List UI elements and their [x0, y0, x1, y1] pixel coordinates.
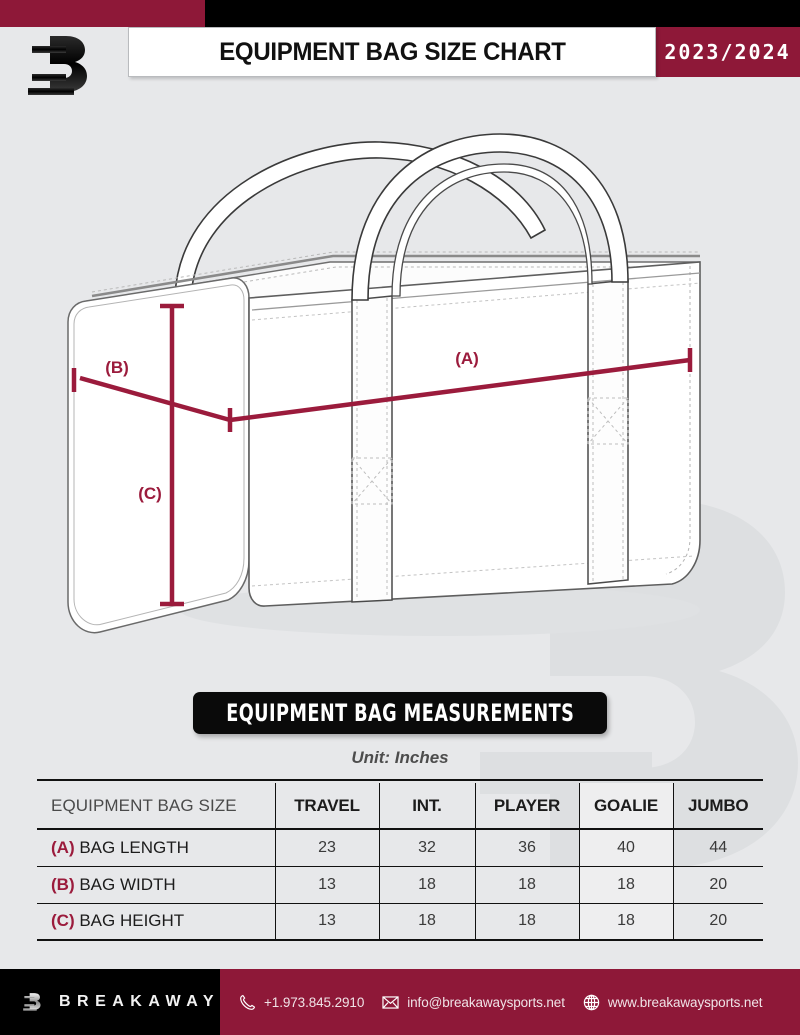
- row-label-bag-width: (B) BAG WIDTH: [37, 866, 275, 904]
- cell-height-int: 18: [378, 903, 475, 941]
- row-key-b: (B): [51, 874, 75, 894]
- cell-height-player: 18: [474, 903, 579, 941]
- contact-phone-text: +1.973.845.2910: [264, 994, 365, 1010]
- cell-width-jumbo: 20: [672, 866, 763, 904]
- email-icon: [382, 995, 399, 1009]
- row-key-c: (C): [51, 911, 75, 931]
- globe-icon: [583, 994, 600, 1010]
- footer-logo-block: BREAKAWAY: [0, 969, 220, 1035]
- cell-length-goalie: 40: [578, 829, 673, 867]
- column-header-jumbo: JUMBO: [672, 783, 763, 830]
- measurements-banner-title: EQUIPMENT BAG MEASUREMENTS: [225, 699, 575, 727]
- table-top-rule: [37, 779, 763, 783]
- contact-phone[interactable]: +1.973.845.2910: [238, 993, 364, 1012]
- cell-width-travel: 13: [274, 866, 379, 904]
- dimension-label-c: (C): [138, 484, 162, 503]
- bag-rear-handle: [174, 141, 547, 299]
- contact-website-text: www.breakawaysports.net: [607, 994, 763, 1010]
- row-text-a: BAG LENGTH: [79, 837, 189, 857]
- table-body: (A) BAG LENGTH 23 32 36 40 44 (B) BAG WI…: [37, 829, 763, 941]
- bag-front-handle: [351, 133, 629, 301]
- top-strip-maroon: [0, 0, 205, 27]
- column-header-travel: TRAVEL: [274, 783, 379, 830]
- row-text-c: BAG HEIGHT: [79, 911, 185, 931]
- column-header-int: INT.: [378, 783, 475, 830]
- column-header-size: EQUIPMENT BAG SIZE: [37, 783, 275, 830]
- breakaway-b-logo-icon: [28, 36, 87, 95]
- cell-height-travel: 13: [274, 903, 379, 941]
- table-header: EQUIPMENT BAG SIZE TRAVEL INT. PLAYER GO…: [37, 779, 763, 830]
- row-key-a: (A): [51, 837, 75, 857]
- row-label-bag-height: (C) BAG HEIGHT: [37, 903, 275, 941]
- footer-brand-name: BREAKAWAY: [58, 993, 220, 1010]
- year-badge: 2023/2024: [655, 27, 800, 77]
- table-row: (B) BAG WIDTH 13 18 18 18 20: [37, 866, 763, 904]
- phone-icon: [240, 994, 256, 1010]
- cell-width-goalie: 18: [578, 866, 673, 904]
- cell-length-travel: 23: [274, 829, 379, 867]
- title-plate: EQUIPMENT BAG SIZE CHART: [128, 27, 656, 77]
- equipment-bag-illustration: (A) (B) (C): [67, 133, 701, 636]
- table-header-row: EQUIPMENT BAG SIZE TRAVEL INT. PLAYER GO…: [37, 783, 763, 830]
- contact-email[interactable]: info@breakawaysports.net: [381, 993, 565, 1012]
- row-label-bag-length: (A) BAG LENGTH: [37, 829, 275, 867]
- dimension-label-b: (B): [105, 358, 129, 377]
- cell-width-player: 18: [474, 866, 579, 904]
- unit-label: Unit: Inches: [351, 748, 449, 767]
- footer-contact-bar: +1.973.845.2910 info@breakawaysports.net…: [220, 969, 800, 1035]
- size-chart-table: EQUIPMENT BAG SIZE TRAVEL INT. PLAYER GO…: [37, 779, 763, 941]
- top-strip-black: [205, 0, 800, 27]
- dimension-label-a: (A): [455, 349, 479, 368]
- breakaway-b-logo-icon: [23, 993, 41, 1011]
- top-color-strip: [0, 0, 800, 27]
- bag-strap-webbing: [351, 279, 629, 603]
- column-header-goalie: GOALIE: [578, 783, 673, 830]
- cell-height-jumbo: 20: [672, 903, 763, 941]
- cell-length-player: 36: [474, 829, 579, 867]
- row-text-b: BAG WIDTH: [79, 874, 176, 894]
- measurements-banner: EQUIPMENT BAG MEASUREMENTS: [193, 692, 607, 734]
- table-row: (A) BAG LENGTH 23 32 36 40 44: [37, 829, 763, 867]
- contact-email-text: info@breakawaysports.net: [407, 994, 565, 1010]
- page-footer: BREAKAWAY +1.973.845.2910 info@breakaway…: [0, 969, 800, 1035]
- contact-website[interactable]: www.breakawaysports.net: [582, 993, 763, 1012]
- cell-length-int: 32: [378, 829, 475, 867]
- dimension-lines: [71, 303, 693, 607]
- table-row: (C) BAG HEIGHT 13 18 18 18 20: [37, 903, 763, 941]
- page-header: 2023/2024 EQUIPMENT BAG SIZE CHART: [0, 27, 800, 77]
- page-title: EQUIPMENT BAG SIZE CHART: [218, 37, 566, 66]
- cell-length-jumbo: 44: [672, 829, 763, 867]
- cell-height-goalie: 18: [578, 903, 673, 941]
- column-header-player: PLAYER: [474, 783, 579, 830]
- cell-width-int: 18: [378, 866, 475, 904]
